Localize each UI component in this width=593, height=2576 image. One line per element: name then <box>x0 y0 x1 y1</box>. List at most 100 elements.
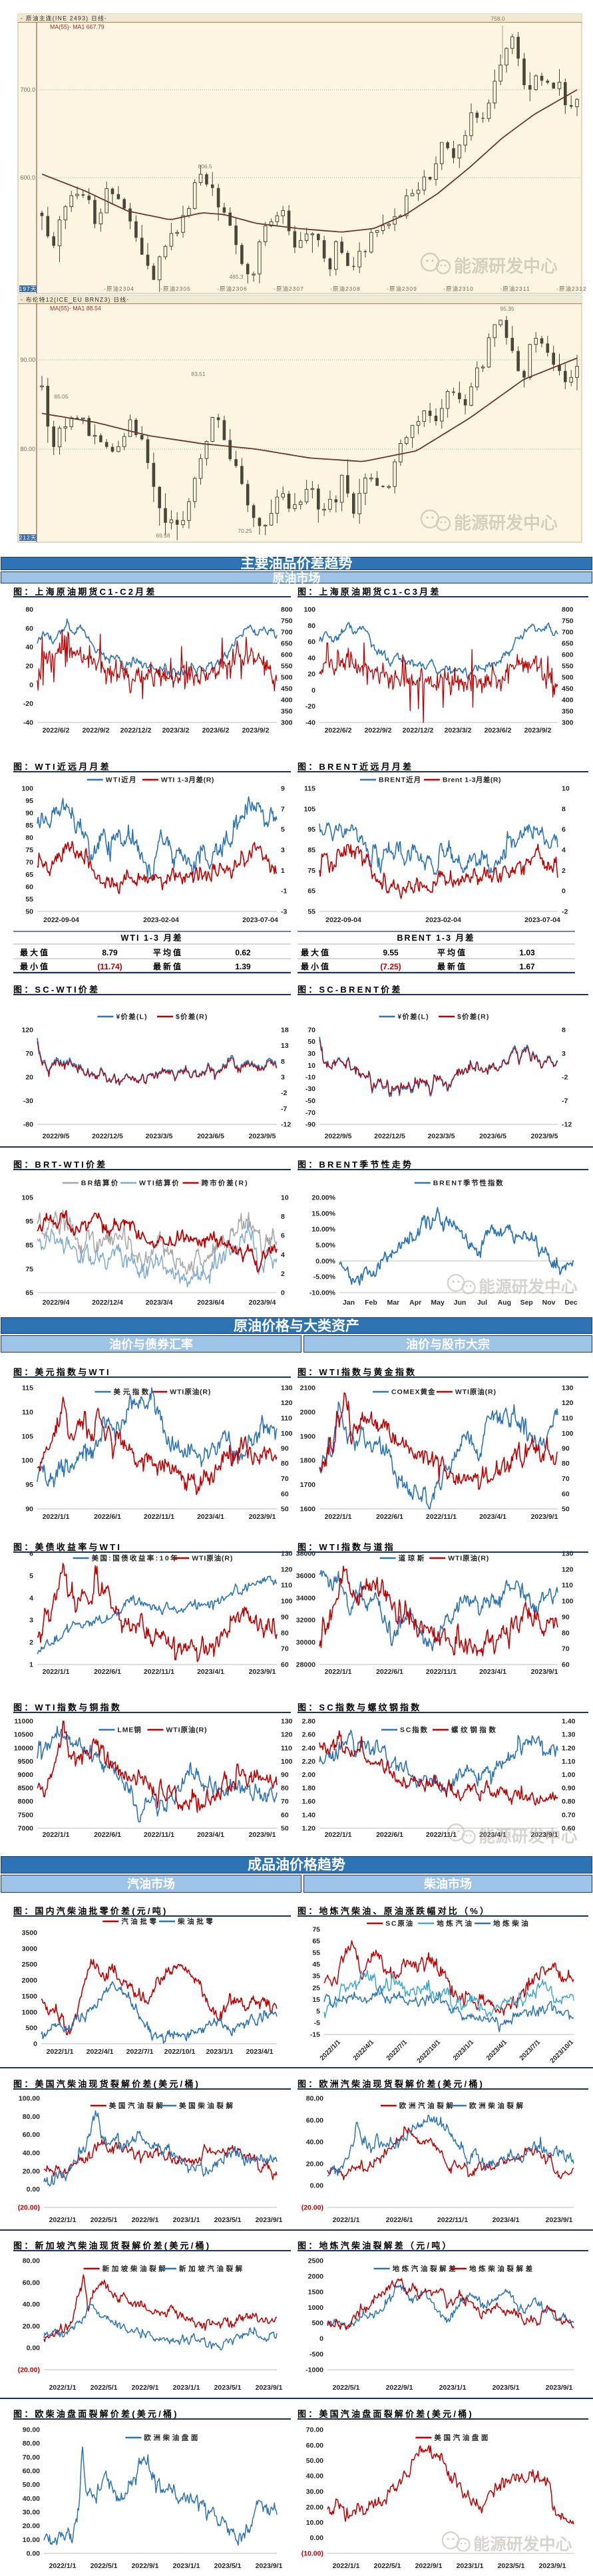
svg-text:Nov: Nov <box>542 1299 556 1307</box>
svg-text:80: 80 <box>281 1629 289 1637</box>
svg-text:3: 3 <box>281 846 285 854</box>
svg-text:最新值: 最新值 <box>153 961 183 971</box>
svg-text:70: 70 <box>562 1645 570 1653</box>
svg-text:90.00: 90.00 <box>23 2426 40 2434</box>
svg-text:2022/12/2: 2022/12/2 <box>403 726 434 734</box>
svg-text:-20: -20 <box>23 700 33 708</box>
svg-text:2023/9/1: 2023/9/1 <box>256 2562 283 2570</box>
svg-text:¥价差(L): ¥价差(L) <box>116 1013 147 1021</box>
svg-text:18: 18 <box>281 1027 289 1035</box>
svg-text:100: 100 <box>562 1597 574 1605</box>
svg-text:-5.00%: -5.00% <box>313 1273 336 1281</box>
svg-text:2023/1/1: 2023/1/1 <box>173 2562 200 2570</box>
svg-text:MA(55)- MA1 88.54: MA(55)- MA1 88.54 <box>50 305 101 312</box>
svg-text:-10.00%: -10.00% <box>309 1289 336 1297</box>
svg-text:95: 95 <box>25 1217 33 1225</box>
svg-text:2022/11/1: 2022/11/1 <box>437 2216 468 2224</box>
svg-text:25: 25 <box>312 1984 320 1992</box>
svg-text:6: 6 <box>281 1232 285 1240</box>
svg-text:2022/12/4: 2022/12/4 <box>92 1299 123 1307</box>
svg-text:2022/1/1: 2022/1/1 <box>49 2216 77 2224</box>
svg-text:80.00: 80.00 <box>23 2113 40 2121</box>
svg-text:120: 120 <box>562 1399 574 1407</box>
svg-text:60.00: 60.00 <box>306 2442 323 2450</box>
svg-text:0.80: 0.80 <box>562 1798 576 1806</box>
svg-text:SC指数: SC指数 <box>400 1726 429 1734</box>
svg-text:80: 80 <box>25 606 33 614</box>
svg-text:70: 70 <box>25 1050 33 1058</box>
svg-text:1.67: 1.67 <box>519 962 535 971</box>
svg-text:0.00: 0.00 <box>27 2550 41 2558</box>
svg-text:(20.00): (20.00) <box>18 2204 40 2212</box>
svg-text:2023/9/5: 2023/9/5 <box>249 1132 276 1140</box>
svg-text:80: 80 <box>562 1460 570 1468</box>
svg-text:2023/9/1: 2023/9/1 <box>531 1513 558 1521</box>
svg-text:(20.00): (20.00) <box>301 2204 323 2212</box>
svg-text:75: 75 <box>25 846 33 854</box>
svg-text:500: 500 <box>311 2319 323 2327</box>
svg-text:Dec: Dec <box>564 1299 577 1307</box>
svg-text:8000: 8000 <box>18 1798 34 1806</box>
svg-text:新加坡柴油裂解: 新加坡柴油裂解 <box>102 2265 168 2273</box>
svg-text:2022/9/1: 2022/9/1 <box>132 2216 159 2224</box>
svg-text:4: 4 <box>281 1251 285 1259</box>
svg-text:110: 110 <box>22 1408 33 1416</box>
svg-text:2023/9/5: 2023/9/5 <box>531 1132 558 1140</box>
svg-text:螺纹钢指数: 螺纹钢指数 <box>451 1726 498 1734</box>
svg-text:60: 60 <box>281 1661 289 1669</box>
svg-text:3: 3 <box>281 1074 285 1082</box>
svg-text:60: 60 <box>25 884 33 891</box>
svg-text:-40: -40 <box>23 719 33 727</box>
svg-text:130: 130 <box>281 1718 293 1726</box>
svg-text:1500: 1500 <box>308 2288 324 2296</box>
svg-text:(10.00): (10.00) <box>301 2550 323 2558</box>
svg-text:40.00: 40.00 <box>306 2138 323 2146</box>
svg-text:300: 300 <box>281 719 293 727</box>
svg-text:105: 105 <box>21 1194 33 1202</box>
svg-text:地炼汽油: 地炼汽油 <box>437 1919 474 1928</box>
svg-text:700.0: 700.0 <box>20 86 35 93</box>
svg-text:60: 60 <box>562 1661 570 1669</box>
svg-text:10.00: 10.00 <box>306 2519 323 2527</box>
svg-text:2023/9/1: 2023/9/1 <box>539 2562 566 2570</box>
svg-text:100: 100 <box>21 785 33 793</box>
svg-text:80: 80 <box>562 1629 570 1637</box>
svg-text:9: 9 <box>281 785 285 793</box>
svg-text:60: 60 <box>562 1490 570 1498</box>
svg-text:10000: 10000 <box>14 1744 33 1752</box>
svg-text:20.00: 20.00 <box>306 2160 323 2168</box>
svg-text:212天: 212天 <box>19 534 37 541</box>
svg-text:2023/4/1: 2023/4/1 <box>246 2048 274 2056</box>
svg-text:2023/9/2: 2023/9/2 <box>242 726 270 734</box>
svg-text:2022/9/1: 2022/9/1 <box>132 2562 159 2570</box>
svg-text:70: 70 <box>25 859 33 867</box>
svg-text:100: 100 <box>303 606 315 614</box>
svg-text:2022/1/1: 2022/1/1 <box>319 2038 343 2062</box>
svg-text:40: 40 <box>307 654 315 662</box>
svg-text:8: 8 <box>281 1213 285 1221</box>
svg-text:110: 110 <box>281 1414 292 1422</box>
svg-text:2023/4/1: 2023/4/1 <box>485 2038 509 2062</box>
svg-text:500: 500 <box>562 674 574 682</box>
svg-text:1.39: 1.39 <box>235 962 251 971</box>
svg-text:2023/1/1: 2023/1/1 <box>452 2038 476 2062</box>
svg-text:最大值: 最大值 <box>20 947 50 957</box>
svg-text:2022/9/2: 2022/9/2 <box>83 726 110 734</box>
svg-text:2023/9/1: 2023/9/1 <box>249 1831 276 1839</box>
svg-text:110: 110 <box>562 1581 573 1589</box>
svg-text:2023/4/1: 2023/4/1 <box>479 1513 506 1521</box>
svg-text:2022/11/1: 2022/11/1 <box>426 1513 457 1521</box>
svg-text:2022/9/1: 2022/9/1 <box>415 2562 443 2570</box>
svg-text:83.51: 83.51 <box>191 371 206 377</box>
svg-text:-原油2309: -原油2309 <box>387 285 417 292</box>
svg-text:-12: -12 <box>562 1121 572 1129</box>
svg-text:90: 90 <box>562 1613 570 1621</box>
svg-text:80: 80 <box>281 1460 289 1468</box>
svg-text:500: 500 <box>25 2024 37 2032</box>
svg-text:9.55: 9.55 <box>383 948 399 957</box>
svg-text:10500: 10500 <box>14 1731 33 1739</box>
svg-text:5: 5 <box>29 1572 33 1580</box>
svg-text:2023/4/1: 2023/4/1 <box>479 1831 506 1839</box>
svg-text:最小值: 最小值 <box>20 961 50 971</box>
svg-text:2023/5/1: 2023/5/1 <box>493 2384 520 2392</box>
